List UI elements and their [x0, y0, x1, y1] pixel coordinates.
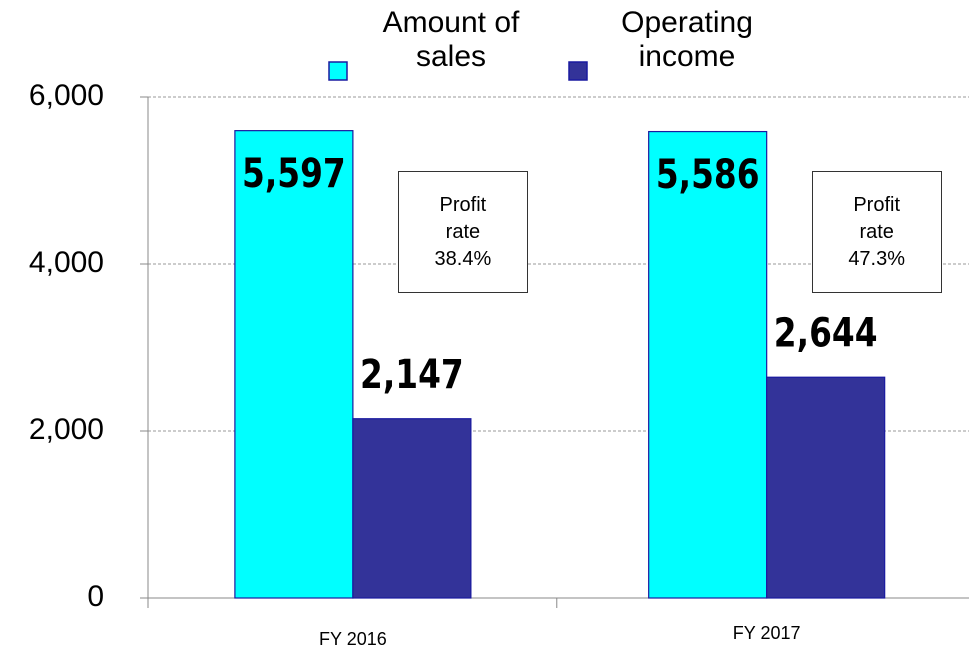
annotation: Profit rate 38.4%	[434, 193, 492, 270]
x-tick-label: FY 2016	[319, 629, 387, 649]
y-tick-label: 2,000	[29, 413, 104, 446]
value-label: 5,586	[656, 151, 760, 198]
bar	[766, 376, 886, 599]
annotation-box: Profit rate 47.3%	[811, 171, 942, 293]
legend-marker	[328, 61, 348, 81]
x-tick-label: FY 2017	[733, 623, 801, 643]
legend-label: Amount of sales	[382, 6, 520, 73]
bar	[648, 130, 768, 599]
value-label: 2,644	[774, 310, 878, 357]
legend-label: Operating income	[621, 6, 753, 73]
legend-marker	[568, 61, 588, 81]
value-label: 5,597	[242, 150, 346, 197]
bar	[234, 130, 354, 599]
y-tick-label: 4,000	[29, 246, 104, 279]
y-tick-label: 6,000	[29, 79, 104, 112]
annotation: Profit rate 47.3%	[848, 193, 906, 270]
y-tick-label: 0	[87, 580, 104, 613]
bar	[352, 418, 472, 599]
annotation-box: Profit rate 38.4%	[397, 171, 528, 293]
value-label: 2,147	[360, 351, 464, 398]
